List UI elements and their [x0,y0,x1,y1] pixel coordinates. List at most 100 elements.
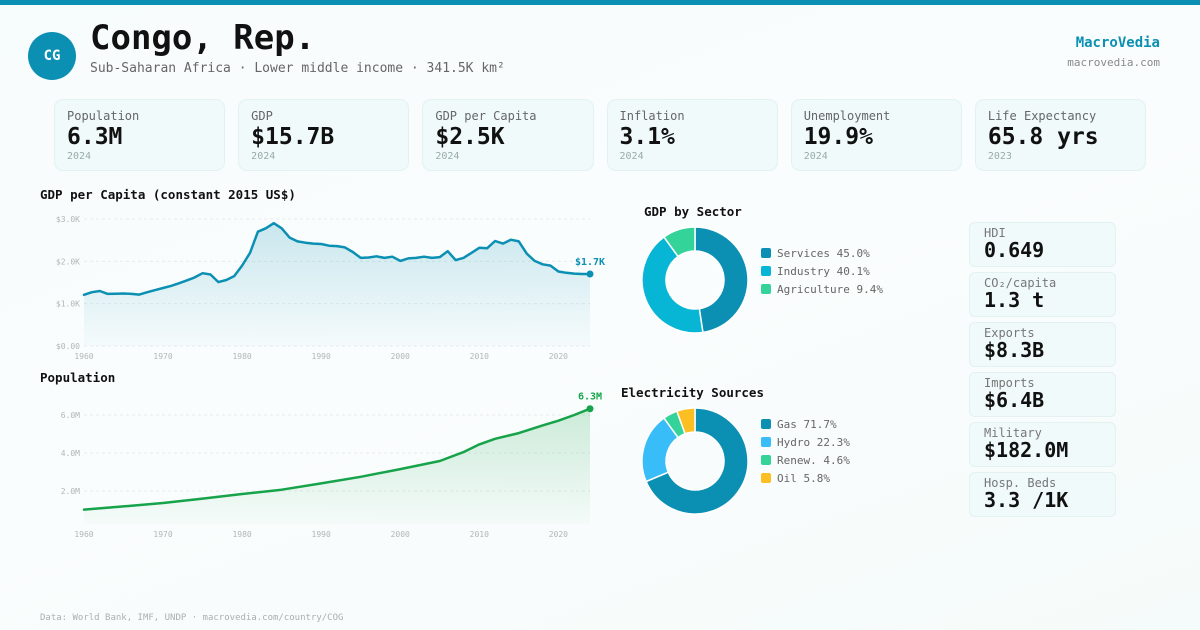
stat-card-population: Population 6.3M 2024 [54,99,226,171]
x-tick-label: 1990 [312,530,331,539]
x-tick-label: 1960 [74,352,93,361]
y-tick-label: $2.0K [56,257,80,266]
legend-swatch [761,248,771,258]
page-title: Congo, Rep. [90,18,316,58]
side-label: CO₂/capita [984,276,1057,290]
side-label: Imports [984,376,1035,390]
stat-card-gdp: GDP $15.7B 2024 [238,99,410,171]
legend-label: Services 45.0% [777,246,870,260]
legend-swatch [761,455,771,465]
x-tick-label: 2020 [549,352,568,361]
stat-label: Unemployment [803,109,891,123]
stat-value: 6.3M [67,124,123,150]
legend-label: Renew. 4.6% [777,453,850,467]
stat-label: Life Expectancy [987,109,1097,123]
x-tick-label: 2010 [470,530,489,539]
end-point-marker [586,405,594,413]
population-chart: 2.0M 4.0M 6.0M 1960 1970 1980 1990 2000 2010 2020… [61,392,602,539]
side-value: $182.0M [984,438,1069,462]
side-card-exports: Exports $8.3B [969,322,1116,367]
electricity-sources-chart-title: Electricity Sources [621,385,764,400]
stat-label: GDP per Capita [435,109,537,123]
x-tick-label: 2000 [391,352,410,361]
stat-year: 2024 [619,151,644,162]
stat-value: 65.8 yrs [987,124,1099,150]
series-line [82,407,592,511]
x-tick-label: 1970 [153,352,172,361]
side-card-military: Military $182.0M [969,422,1116,467]
footer-source: Data: World Bank, IMF, UNDP · macrovedia… [40,613,344,623]
stat-year: 2024 [67,151,92,162]
side-label: Exports [984,326,1035,340]
legend-item-oil: Oil 5.8% [761,469,850,487]
side-value: $8.3B [984,338,1045,362]
legend-item-renewables: Renew. 4.6% [761,451,850,469]
side-value: $6.4B [984,388,1045,412]
legend-swatch [761,284,771,294]
legend-label: Industry 40.1% [777,264,870,278]
area-fill [84,408,590,524]
brand-logo[interactable]: MacroVedia [1075,35,1160,51]
stat-cards: Population 6.3M 2024 GDP $15.7B 2024 GDP… [54,99,1147,171]
donut-slice-oil [675,407,696,435]
x-tick-label: 2020 [549,530,568,539]
side-card-hdi: HDI 0.649 [969,222,1116,267]
gdp-by-sector-donut [641,226,749,334]
stat-value: 3.1% [619,124,675,150]
x-tick-label: 1970 [153,530,172,539]
side-label: Hosp. Beds [984,476,1057,490]
end-value-label: 6.3M [578,392,602,403]
stat-value: $15.7B [251,124,335,150]
electricity-sources-legend: Gas 71.7% Hydro 22.3% Renew. 4.6% Oil 5.… [761,415,850,487]
x-tick-label: 1980 [232,530,251,539]
gdp-by-sector-legend: Services 45.0% Industry 40.1% Agricultur… [761,244,883,298]
x-tick-label: 1980 [232,352,251,361]
gdp-per-capita-chart-title: GDP per Capita (constant 2015 US$) [40,187,296,202]
side-card-co2: CO₂/capita 1.3 t [969,272,1116,317]
y-tick-label: 6.0M [61,411,80,420]
gdp-per-capita-chart: $0.00 $1.0K $2.0K $3.0K 1960 1970 1980 1990 2000… [56,215,605,361]
population-chart-title: Population [40,370,116,385]
electricity-sources-donut [641,407,749,515]
legend-item-gas: Gas 71.7% [761,415,850,433]
stat-year: 2024 [251,151,276,162]
legend-label: Agriculture 9.4% [777,282,883,296]
stat-value: $2.5K [435,124,505,150]
legend-item-industry: Industry 40.1% [761,262,883,280]
x-tick-label: 2010 [470,352,489,361]
legend-item-agriculture: Agriculture 9.4% [761,280,883,298]
legend-item-services: Services 45.0% [761,244,883,262]
stat-card-life-expectancy: Life Expectancy 65.8 yrs 2023 [974,99,1147,171]
donut-slice-agriculture [662,226,696,258]
gdp-by-sector-chart-title: GDP by Sector [644,204,742,219]
area-fill [84,223,590,346]
stat-label: Population [67,109,140,123]
y-tick-label: 2.0M [61,487,80,496]
legend-item-hydro: Hydro 22.3% [761,433,850,451]
side-label: Military [984,426,1042,440]
side-label: HDI [984,226,1006,240]
brand-url[interactable]: macrovedia.com [1067,56,1160,69]
legend-swatch [761,437,771,447]
side-stat-cards: HDI 0.649 CO₂/capita 1.3 t Exports $8.3B… [969,222,1116,522]
page-subtitle: Sub-Saharan Africa · Lower middle income… [90,61,505,76]
donut-slice-industry [641,235,704,334]
side-value: 1.3 t [984,288,1045,312]
stat-label: GDP [251,109,273,123]
legend-label: Hydro 22.3% [777,435,850,449]
legend-swatch [761,473,771,483]
end-point-marker [586,270,594,278]
stat-value: 19.9% [803,124,873,150]
end-value-label: $1.7K [575,257,605,268]
stat-year: 2023 [987,151,1012,162]
x-tick-label: 1990 [312,352,331,361]
country-code: CG [43,48,61,64]
stat-card-gdp-per-capita: GDP per Capita $2.5K 2024 [422,99,594,171]
side-card-hospital-beds: Hosp. Beds 3.3 /1K [969,472,1116,517]
series-line [82,221,592,297]
donut-slice-services [694,226,749,334]
side-value: 3.3 /1K [984,488,1069,512]
stat-year: 2024 [435,151,460,162]
legend-swatch [761,266,771,276]
